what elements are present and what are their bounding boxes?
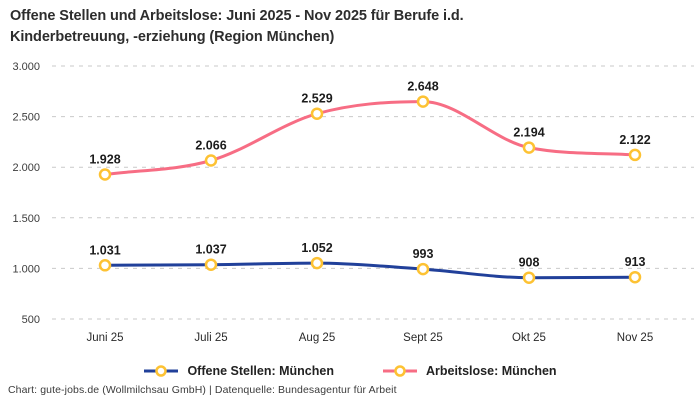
data-point-label: 2.066 — [195, 139, 226, 153]
data-point-marker — [416, 262, 430, 276]
legend-marker-icon — [382, 365, 417, 377]
source-attribution: Chart: gute-jobs.de (Wollmilchsau GmbH) … — [8, 384, 397, 396]
data-point-marker — [98, 259, 112, 272]
data-point-marker — [416, 95, 430, 108]
data-point-label: 913 — [625, 255, 646, 269]
data-point-label: 2.122 — [619, 133, 650, 147]
x-axis-tick-label: Aug 25 — [299, 332, 335, 344]
data-point-label: 1.031 — [89, 243, 120, 257]
data-point-label: 2.194 — [513, 126, 544, 140]
data-point-label: 993 — [413, 247, 434, 261]
y-axis-tick-label: 1.500 — [12, 213, 40, 225]
chart-legend: Offene Stellen: München Arbeitslose: Münc… — [0, 359, 700, 383]
series-line — [103, 100, 637, 176]
data-point-marker — [310, 256, 324, 270]
y-axis-tick-label: 500 — [22, 314, 40, 326]
data-point-marker — [204, 154, 218, 167]
x-axis-tick-label: Okt 25 — [512, 332, 546, 344]
data-point-label: 2.529 — [301, 92, 332, 106]
chart-title-line2: Kinderbetreuung, -erziehung (Region Münc… — [10, 29, 335, 45]
legend-marker-icon — [144, 365, 179, 377]
y-axis-tick-label: 2.500 — [12, 112, 40, 124]
y-axis-tick-label: 3.000 — [12, 61, 40, 73]
data-point-marker — [98, 168, 112, 181]
legend-item: Offene Stellen: München — [143, 364, 334, 378]
data-point-label: 908 — [519, 256, 540, 270]
x-axis-tick-label: Sept 25 — [403, 332, 443, 344]
data-point-marker — [310, 107, 324, 120]
data-point-marker — [522, 141, 536, 154]
data-point-label: 2.648 — [407, 80, 438, 94]
legend-label: Arbeitslose: München — [425, 364, 557, 378]
data-point-marker — [628, 270, 642, 284]
data-point-label: 1.037 — [195, 243, 226, 257]
chart-title: Offene Stellen und Arbeitslose: Juni 202… — [10, 6, 590, 48]
legend-item: Arbeitslose: München — [382, 364, 557, 378]
x-axis-tick-label: Juli 25 — [194, 332, 227, 344]
y-axis-tick-label: 2.000 — [12, 162, 40, 174]
data-point-marker — [628, 148, 642, 162]
data-point-marker — [522, 271, 536, 284]
data-point-label: 1.052 — [301, 241, 332, 255]
y-axis-tick-label: 1.000 — [12, 263, 40, 275]
x-axis-tick-label: Nov 25 — [617, 332, 653, 344]
chart-plot-area: 3.000 2.500 2.000 1.500 1.000 500 Juni 25 Juli … — [12, 61, 694, 344]
x-axis-tick-label: Juni 25 — [86, 332, 123, 344]
series-line — [103, 261, 637, 280]
data-point-label: 1.928 — [89, 153, 120, 167]
data-point-marker — [204, 258, 218, 271]
chart-title-line1: Offene Stellen und Arbeitslose: Juni 202… — [10, 8, 464, 24]
legend-label: Offene Stellen: München — [187, 364, 334, 378]
